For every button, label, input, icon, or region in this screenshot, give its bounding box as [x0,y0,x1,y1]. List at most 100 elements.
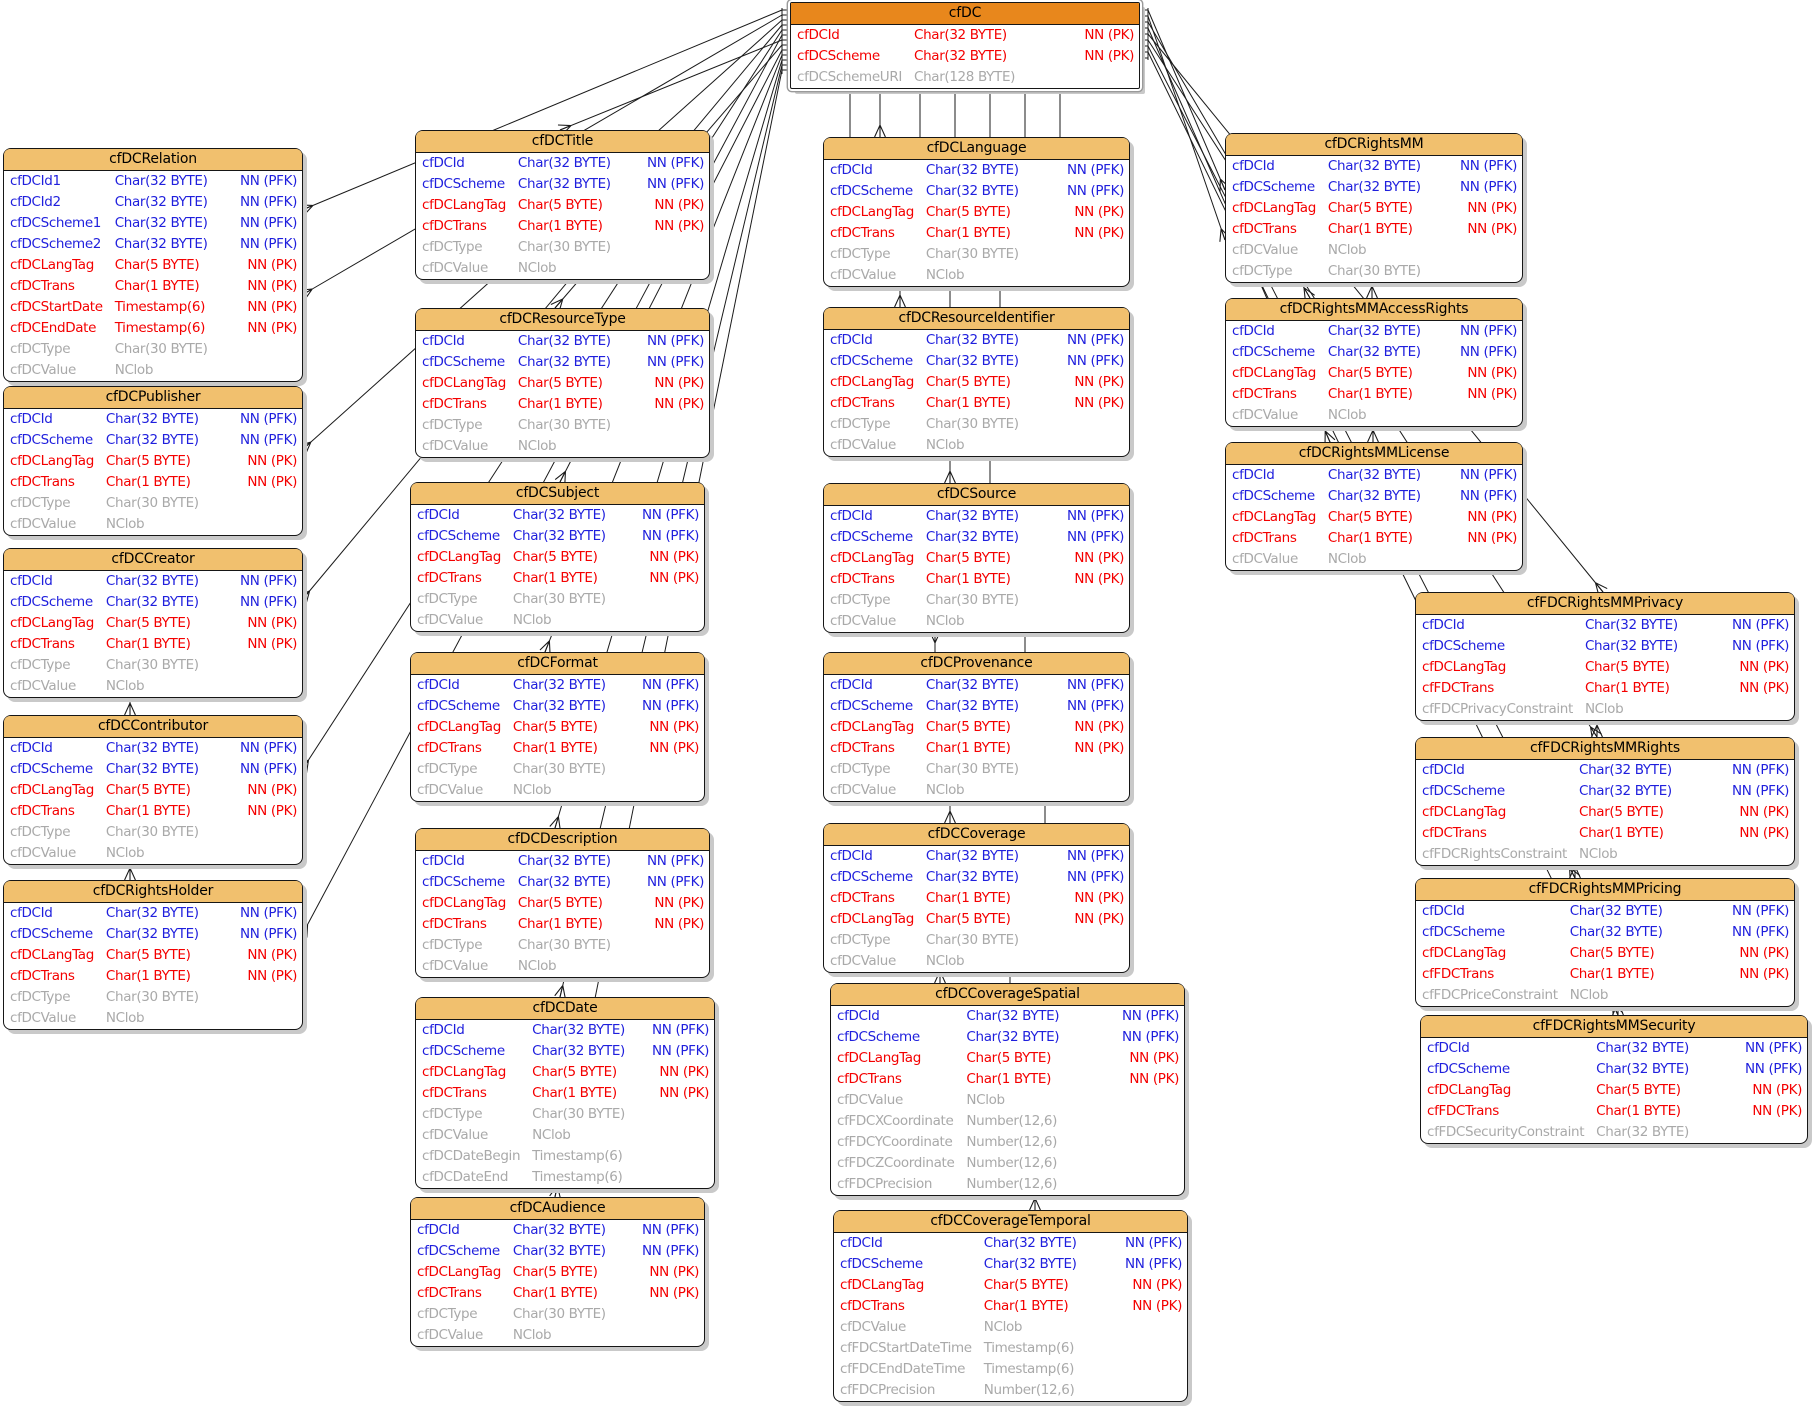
entity-table-title[interactable]: cfDCRightsMMAccessRights [1226,299,1522,321]
column-row[interactable]: cfDCTrans Char(1 BYTE) NN (PK) [824,738,1129,759]
entity-table-title[interactable]: cfFDCRightsMMSecurity [1421,1016,1807,1038]
column-row[interactable]: cfDCId Char(32 BYTE) NN (PFK) [1416,760,1794,781]
column-row[interactable]: cfDCScheme Char(32 BYTE) NN (PFK) [416,352,709,373]
column-row[interactable]: cfDCValue NClob [416,258,709,279]
column-row[interactable]: cfDCId Char(32 BYTE) NN (PFK) [1226,465,1522,486]
column-row[interactable]: cfDCLangTag Char(5 BYTE) NN (PK) [824,909,1129,930]
column-row[interactable]: cfDCScheme Char(32 BYTE) NN (PFK) [416,872,709,893]
column-row[interactable]: cfDCTrans Char(1 BYTE) NN (PK) [411,1283,704,1304]
column-row[interactable]: cfDCScheme Char(32 BYTE) NN (PFK) [411,1241,704,1262]
column-row[interactable]: cfDCLangTag Char(5 BYTE) NN (PK) [411,717,704,738]
entity-table-cfDCRightsMM[interactable]: cfDCRightsMM cfDCId Char(32 BYTE) NN (PFK) c… [1225,133,1523,283]
column-row[interactable]: cfDCScheme Char(32 BYTE) NN (PFK) [1226,342,1522,363]
column-row[interactable]: cfDCId Char(32 BYTE) NN (PFK) [416,1020,714,1041]
column-row[interactable]: cfDCId Char(32 BYTE) NN (PFK) [4,571,302,592]
entity-table-cfDCResourceIdentifier[interactable]: cfDCResourceIdentifier cfDCId Char(32 BYTE… [823,307,1130,457]
entity-table-cfDCRightsMMLicense[interactable]: cfDCRightsMMLicense cfDCId Char(32 BYTE) NN… [1225,442,1523,571]
column-row[interactable]: cfDCType Char(30 BYTE) [824,244,1129,265]
entity-table-cfDCAudience[interactable]: cfDCAudience cfDCId Char(32 BYTE) NN (PFK) c… [410,1197,705,1347]
column-row[interactable]: cfDCValue NClob [1226,549,1522,570]
entity-table-cfDCCoverage[interactable]: cfDCCoverage cfDCId Char(32 BYTE) NN (PFK) c… [823,823,1130,973]
column-row[interactable]: cfDCId Char(32 BYTE) NN (PFK) [4,738,302,759]
entity-table-cfDCSource[interactable]: cfDCSource cfDCId Char(32 BYTE) NN (PFK) cfD… [823,483,1130,633]
column-row[interactable]: cfDCId1 Char(32 BYTE) NN (PFK) [4,171,302,192]
column-row[interactable]: cfDCScheme Char(32 BYTE) NN (PFK) [411,696,704,717]
column-row[interactable]: cfDCValue NClob [834,1317,1187,1338]
column-row[interactable]: cfDCId Char(32 BYTE) NN (PK) [791,25,1139,46]
column-row[interactable]: cfDCLangTag Char(5 BYTE) NN (PK) [1416,802,1794,823]
column-row[interactable]: cfDCLangTag Char(5 BYTE) NN (PK) [1421,1080,1807,1101]
column-row[interactable]: cfDCLangTag Char(5 BYTE) NN (PK) [4,945,302,966]
column-row[interactable]: cfDCId Char(32 BYTE) NN (PFK) [1416,615,1794,636]
column-row[interactable]: cfDCValue NClob [4,360,302,381]
column-row[interactable]: cfDCValue NClob [824,951,1129,972]
column-row[interactable]: cfDCScheme Char(32 BYTE) NN (PFK) [831,1027,1184,1048]
entity-table-title[interactable]: cfDCRelation [4,149,302,171]
entity-table-title[interactable]: cfFDCRightsMMPricing [1416,879,1794,901]
column-row[interactable]: cfDCScheme Char(32 BYTE) NN (PFK) [834,1254,1187,1275]
column-row[interactable]: cfDCDateEnd Timestamp(6) [416,1167,714,1188]
column-row[interactable]: cfDCLangTag Char(5 BYTE) NN (PK) [831,1048,1184,1069]
entity-table-title[interactable]: cfDCAudience [411,1198,704,1220]
column-row[interactable]: cfFDCPrecision Number(12,6) [831,1174,1184,1195]
column-row[interactable]: cfDCId Char(32 BYTE) NN (PFK) [1226,156,1522,177]
column-row[interactable]: cfDCStartDate Timestamp(6) NN (PK) [4,297,302,318]
entity-table-title[interactable]: cfDCSubject [411,483,704,505]
column-row[interactable]: cfDCScheme Char(32 BYTE) NN (PFK) [416,174,709,195]
column-row[interactable]: cfDCType Char(30 BYTE) [411,1304,704,1325]
column-row[interactable]: cfDCLangTag Char(5 BYTE) NN (PK) [4,451,302,472]
column-row[interactable]: cfDCScheme Char(32 BYTE) NN (PFK) [1416,636,1794,657]
column-row[interactable]: cfDCLangTag Char(5 BYTE) NN (PK) [411,547,704,568]
entity-table-cfFDCRightsMMRights[interactable]: cfFDCRightsMMRights cfDCId Char(32 BYTE) NN… [1415,737,1795,866]
column-row[interactable]: cfDCId Char(32 BYTE) NN (PFK) [824,846,1129,867]
column-row[interactable]: cfDCId Char(32 BYTE) NN (PFK) [411,1220,704,1241]
entity-table-title[interactable]: cfDCContributor [4,716,302,738]
column-row[interactable]: cfDCScheme Char(32 BYTE) NN (PFK) [824,867,1129,888]
column-row[interactable]: cfDCTrans Char(1 BYTE) NN (PK) [411,738,704,759]
entity-table-cfDCRelation[interactable]: cfDCRelation cfDCId1 Char(32 BYTE) NN (PFK)… [3,148,303,382]
entity-table-title[interactable]: cfDCCoverageSpatial [831,984,1184,1006]
column-row[interactable]: cfDCType Char(30 BYTE) [416,415,709,436]
column-row[interactable]: cfDCScheme Char(32 BYTE) NN (PFK) [4,924,302,945]
column-row[interactable]: cfDCId Char(32 BYTE) NN (PFK) [834,1233,1187,1254]
entity-table-cfDCCoverageTemporal[interactable]: cfDCCoverageTemporal cfDCId Char(32 BYTE) N… [833,1210,1188,1402]
column-row[interactable]: cfDCDateBegin Timestamp(6) [416,1146,714,1167]
column-row[interactable]: cfDCId Char(32 BYTE) NN (PFK) [416,331,709,352]
column-row[interactable]: cfFDCPriceConstraint NClob [1416,985,1794,1006]
column-row[interactable]: cfDCId Char(32 BYTE) NN (PFK) [1421,1038,1807,1059]
column-row[interactable]: cfDCLangTag Char(5 BYTE) NN (PK) [1416,657,1794,678]
entity-table-title[interactable]: cfDCDescription [416,829,709,851]
entity-table-cfDCTitle[interactable]: cfDCTitle cfDCId Char(32 BYTE) NN (PFK) cfDC… [415,130,710,280]
column-row[interactable]: cfDCTrans Char(1 BYTE) NN (PK) [416,914,709,935]
column-row[interactable]: cfDCSchemeURI Char(128 BYTE) [791,67,1139,88]
column-row[interactable]: cfDCType Char(30 BYTE) [4,822,302,843]
column-row[interactable]: cfDCTrans Char(1 BYTE) NN (PK) [1226,219,1522,240]
entity-table-title[interactable]: cfDCRightsHolder [4,881,302,903]
column-row[interactable]: cfDCScheme Char(32 BYTE) NN (PFK) [4,592,302,613]
column-row[interactable]: cfDCValue NClob [4,676,302,697]
column-row[interactable]: cfDCLangTag Char(5 BYTE) NN (PK) [1416,943,1794,964]
column-row[interactable]: cfDCType Char(30 BYTE) [824,414,1129,435]
entity-table-title[interactable]: cfDCCoverageTemporal [834,1211,1187,1233]
column-row[interactable]: cfDCTrans Char(1 BYTE) NN (PK) [824,223,1129,244]
column-row[interactable]: cfFDCPrivacyConstraint NClob [1416,699,1794,720]
entity-table-title[interactable]: cfDCCreator [4,549,302,571]
column-row[interactable]: cfDCScheme Char(32 BYTE) NN (PFK) [416,1041,714,1062]
column-row[interactable]: cfFDCTrans Char(1 BYTE) NN (PK) [1421,1101,1807,1122]
column-row[interactable]: cfDCLangTag Char(5 BYTE) NN (PK) [4,613,302,634]
column-row[interactable]: cfDCScheme Char(32 BYTE) NN (PFK) [824,527,1129,548]
entity-table-title[interactable]: cfDCLanguage [824,138,1129,160]
entity-table-cfFDCRightsMMPricing[interactable]: cfFDCRightsMMPricing cfDCId Char(32 BYTE) N… [1415,878,1795,1007]
entity-table-title[interactable]: cfFDCRightsMMPrivacy [1416,593,1794,615]
column-row[interactable]: cfFDCTrans Char(1 BYTE) NN (PK) [1416,964,1794,985]
column-row[interactable]: cfDCTrans Char(1 BYTE) NN (PK) [1226,528,1522,549]
column-row[interactable]: cfDCScheme Char(32 BYTE) NN (PFK) [1226,177,1522,198]
column-row[interactable]: cfDCId2 Char(32 BYTE) NN (PFK) [4,192,302,213]
column-row[interactable]: cfDCLangTag Char(5 BYTE) NN (PK) [834,1275,1187,1296]
entity-table-cfDCDescription[interactable]: cfDCDescription cfDCId Char(32 BYTE) NN (PF… [415,828,710,978]
column-row[interactable]: cfDCId Char(32 BYTE) NN (PFK) [4,409,302,430]
entity-table-title[interactable]: cfDCTitle [416,131,709,153]
entity-table-cfDCSubject[interactable]: cfDCSubject cfDCId Char(32 BYTE) NN (PFK) cf… [410,482,705,632]
entity-table-cfDCDate[interactable]: cfDCDate cfDCId Char(32 BYTE) NN (PFK) cfDCS… [415,997,715,1189]
column-row[interactable]: cfDCScheme Char(32 BYTE) NN (PFK) [1416,922,1794,943]
